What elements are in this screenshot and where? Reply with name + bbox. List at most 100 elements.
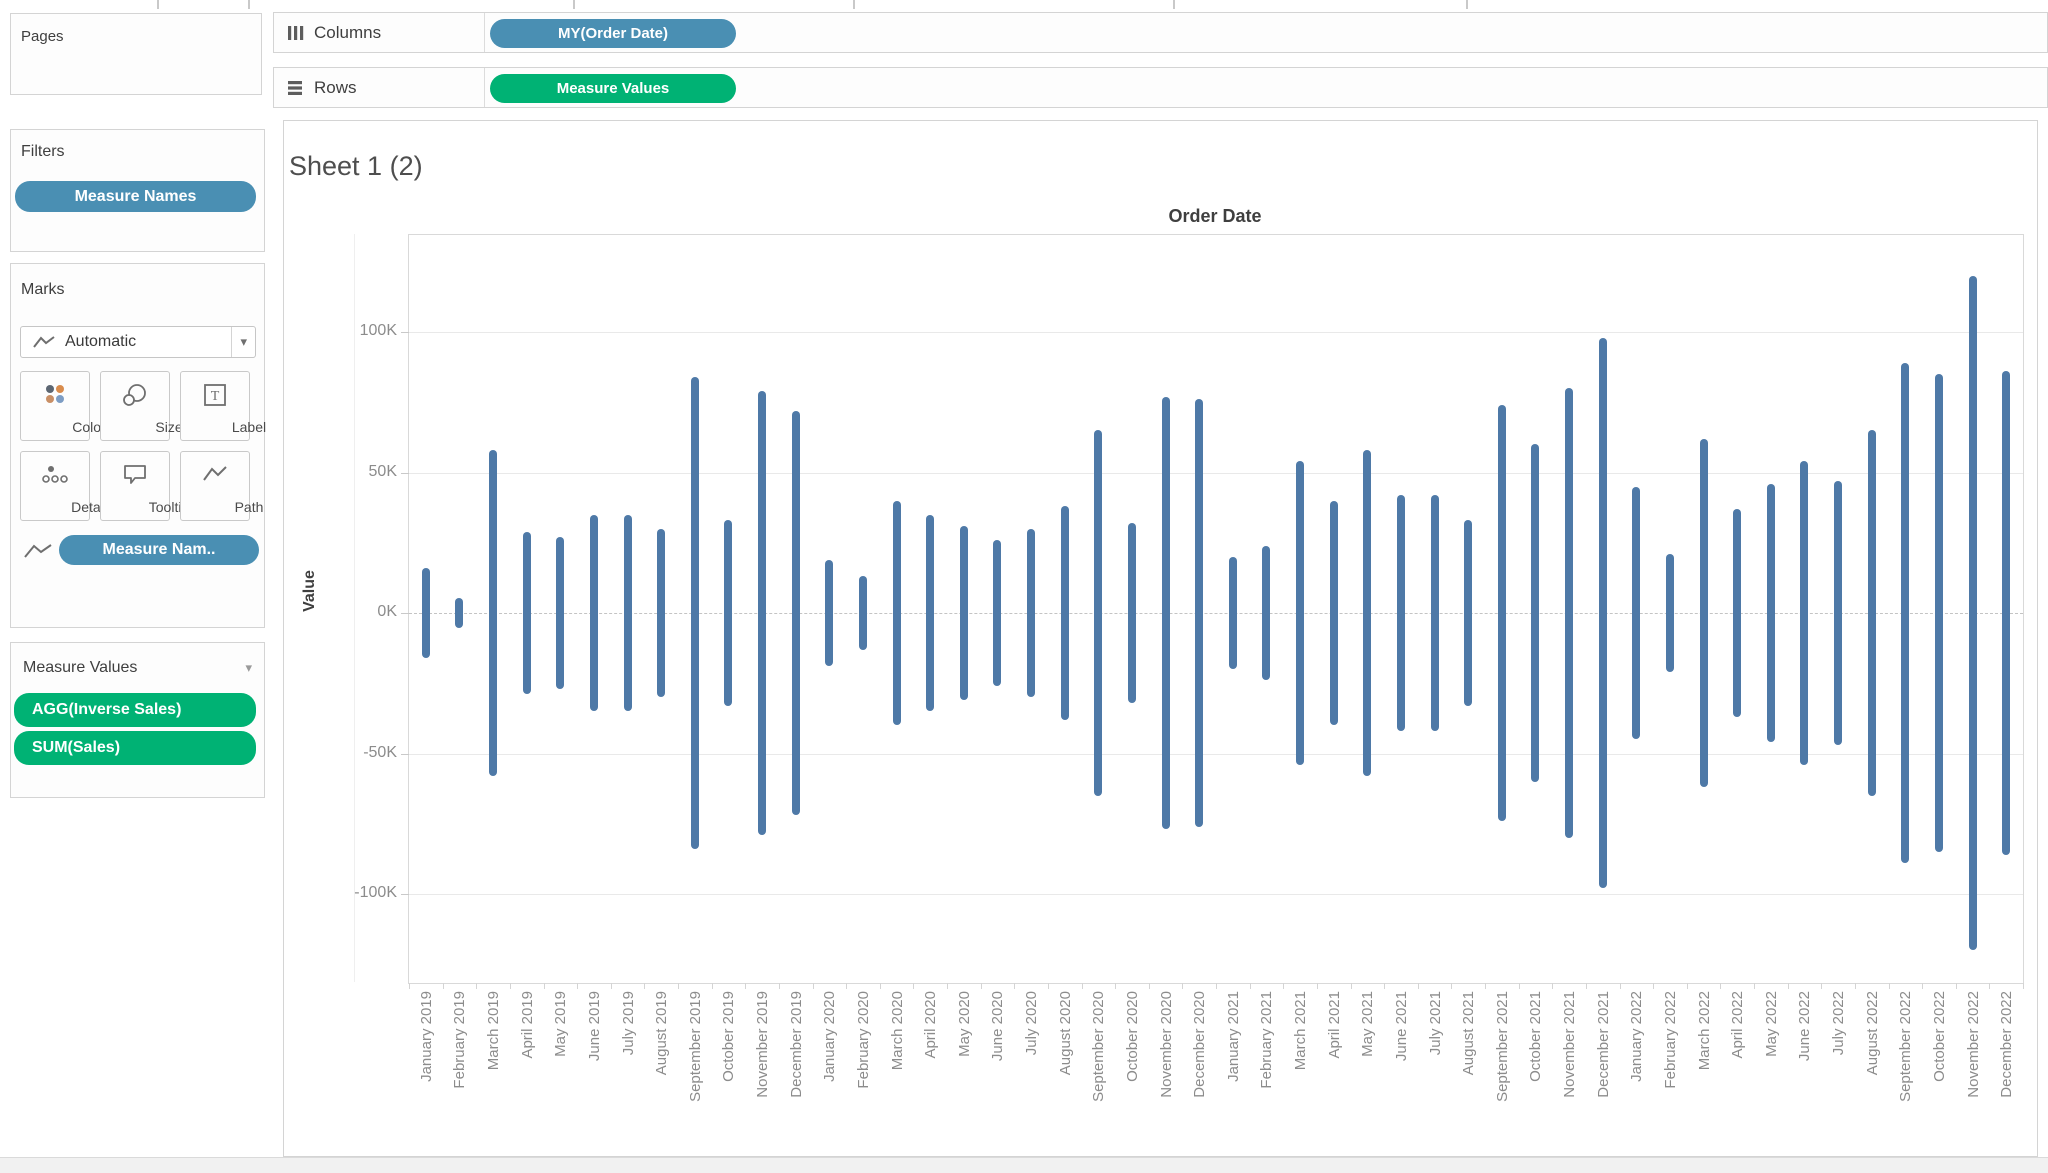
range-bar[interactable]	[421, 568, 430, 658]
range-bar[interactable]	[1396, 494, 1405, 731]
x-axis-label: May 2019	[552, 991, 570, 1057]
x-axis-label: September 2020	[1090, 991, 1108, 1102]
measure-values-pill-sum-sales[interactable]: SUM(Sales)	[14, 731, 256, 765]
range-bar[interactable]	[489, 450, 498, 776]
detail-button[interactable]: Detail	[20, 451, 107, 521]
range-bar[interactable]	[858, 576, 867, 650]
x-axis-label: November 2020	[1157, 991, 1175, 1098]
marks-card-title: Marks	[21, 281, 65, 298]
x-tick-mark	[879, 983, 881, 989]
range-bar[interactable]	[1497, 405, 1506, 821]
rows-pill-measure-values[interactable]: Measure Values	[490, 74, 736, 103]
range-bar[interactable]	[556, 537, 565, 689]
tooltip-button[interactable]: Tooltip	[100, 451, 189, 521]
range-bar[interactable]	[589, 514, 598, 712]
range-bar[interactable]	[892, 500, 901, 726]
x-tick-mark	[1350, 983, 1352, 989]
range-bar[interactable]	[1598, 337, 1607, 889]
range-bar[interactable]	[455, 597, 464, 629]
range-bar[interactable]	[1968, 275, 1977, 951]
range-bar[interactable]	[2002, 371, 2011, 855]
x-tick-mark	[1854, 983, 1856, 989]
range-bar[interactable]	[758, 391, 767, 835]
range-bar[interactable]	[1699, 438, 1708, 788]
range-bar[interactable]	[1733, 509, 1742, 717]
chevron-down-icon[interactable]: ▾	[240, 334, 247, 349]
svg-text:T: T	[211, 389, 220, 404]
range-bar[interactable]	[791, 410, 800, 816]
mark-type-dropdown[interactable]: Automatic ▾	[20, 326, 256, 358]
range-bar[interactable]	[1094, 430, 1103, 796]
range-bar[interactable]	[1161, 396, 1170, 830]
range-bar[interactable]	[1262, 545, 1271, 681]
x-axis-label: February 2021	[1258, 991, 1276, 1089]
range-bar[interactable]	[1060, 506, 1069, 720]
range-bar[interactable]	[1363, 450, 1372, 776]
range-bar[interactable]	[1800, 461, 1809, 765]
x-tick-mark	[812, 983, 814, 989]
range-bar[interactable]	[1632, 486, 1641, 740]
measure-values-pill-agg-inverse-sales[interactable]: AGG(Inverse Sales)	[14, 693, 256, 727]
filter-pill-measure-names[interactable]: Measure Names	[15, 181, 256, 212]
x-axis-label: February 2020	[854, 991, 872, 1089]
x-tick-mark	[1653, 983, 1655, 989]
range-bar[interactable]	[825, 559, 834, 667]
columns-icon	[287, 25, 305, 41]
line-mark-icon	[33, 335, 55, 349]
x-tick-mark	[1047, 983, 1049, 989]
y-tick-label: 100K	[359, 322, 397, 339]
columns-shelf[interactable]: Columns MY(Order Date)	[273, 12, 2048, 53]
x-tick-mark	[1115, 983, 1117, 989]
range-bar[interactable]	[1195, 399, 1204, 827]
range-bar[interactable]	[1430, 494, 1439, 731]
x-axis-label: October 2020	[1123, 991, 1141, 1082]
label-button[interactable]: T Label	[180, 371, 266, 441]
top-strip-divider	[1173, 0, 1175, 9]
range-bar[interactable]	[1296, 461, 1305, 765]
x-tick-mark	[1249, 983, 1251, 989]
x-axis-label: September 2022	[1897, 991, 1915, 1102]
color-button[interactable]: Color	[20, 371, 106, 441]
x-tick-mark	[1316, 983, 1318, 989]
range-bar[interactable]	[1127, 523, 1136, 703]
shelf-divider	[484, 13, 485, 52]
size-button[interactable]: Size	[100, 371, 183, 441]
columns-pill-order-date[interactable]: MY(Order Date)	[490, 19, 736, 48]
x-tick-mark	[1619, 983, 1621, 989]
x-tick-mark	[678, 983, 679, 989]
range-bar[interactable]	[1027, 528, 1036, 698]
range-bar[interactable]	[1934, 374, 1943, 852]
x-tick-mark	[1585, 983, 1587, 989]
x-axis-label: August 2022	[1863, 991, 1881, 1076]
rows-shelf[interactable]: Rows Measure Values	[273, 67, 2048, 108]
x-tick-mark	[846, 983, 848, 989]
range-bar[interactable]	[657, 528, 666, 698]
range-bar[interactable]	[993, 539, 1002, 687]
range-bar[interactable]	[1565, 388, 1574, 838]
x-axis-label: January 2022	[1628, 991, 1646, 1082]
range-bar[interactable]	[1329, 500, 1338, 726]
bottom-scrollbar-strip[interactable]	[0, 1157, 2048, 1173]
x-tick-mark	[980, 983, 982, 989]
rows-shelf-label: Rows	[314, 78, 357, 97]
range-bar[interactable]	[926, 514, 935, 712]
range-bar[interactable]	[1834, 480, 1843, 746]
range-bar[interactable]	[1464, 520, 1473, 706]
range-bar[interactable]	[522, 531, 531, 695]
range-bar[interactable]	[623, 514, 632, 712]
x-axis-label: January 2021	[1224, 991, 1242, 1082]
range-bar[interactable]	[1228, 556, 1237, 670]
marks-pill-measure-names[interactable]: Measure Nam..	[59, 535, 259, 565]
range-bar[interactable]	[1766, 483, 1775, 743]
range-bar[interactable]	[1665, 553, 1674, 672]
range-bar[interactable]	[1867, 430, 1876, 796]
chevron-down-icon[interactable]: ▾	[245, 660, 252, 675]
range-bar[interactable]	[690, 376, 699, 850]
range-bar[interactable]	[1901, 362, 1910, 864]
range-bar[interactable]	[724, 520, 733, 706]
x-axis-label: July 2021	[1426, 991, 1444, 1056]
path-button[interactable]: Path	[180, 451, 263, 521]
range-bar[interactable]	[959, 525, 968, 701]
range-bar[interactable]	[1531, 444, 1540, 782]
row-axis-title: Value	[301, 570, 318, 612]
